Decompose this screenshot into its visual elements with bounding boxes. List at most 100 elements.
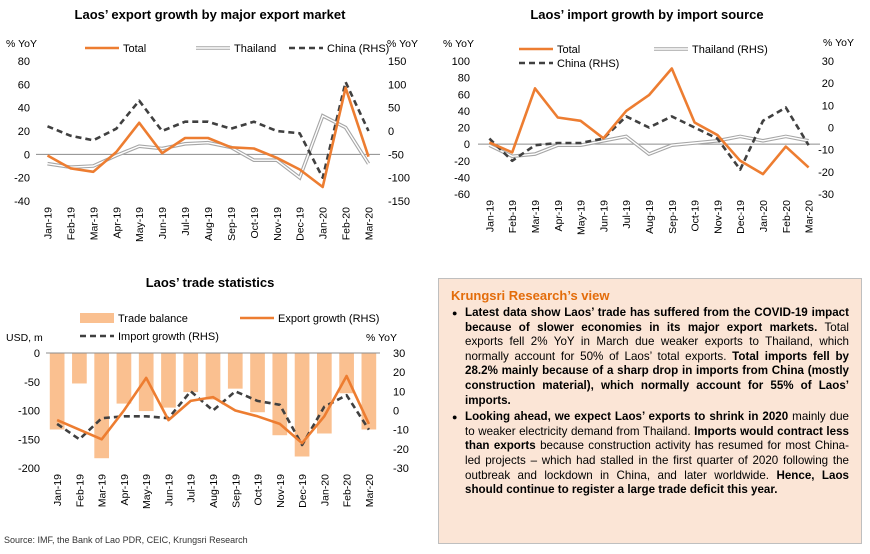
- y2-tick-label: -100: [388, 173, 410, 185]
- chart-title: Laos’ import growth by import source: [530, 7, 763, 22]
- y2-tick-label: 100: [388, 79, 406, 91]
- legend-label: Trade balance: [118, 313, 188, 325]
- x-tick-label: Jan-19: [42, 207, 54, 239]
- y2-axis-label: % YoY: [823, 37, 854, 49]
- x-tick-label: Aug-19: [208, 474, 220, 508]
- trade-balance-bar: [250, 353, 265, 413]
- x-tick-label: Feb-20: [781, 200, 793, 233]
- x-tick-label: Jan-20: [319, 474, 331, 506]
- x-tick-label: Nov-19: [275, 474, 287, 508]
- y2-tick-label: 0: [828, 123, 834, 135]
- y-tick-label: 60: [458, 89, 470, 101]
- y2-tick-label: -30: [393, 463, 409, 475]
- view-box-bullets: Latest data show Laos’ trade has suffere…: [451, 306, 849, 498]
- y-tick-label: -50: [24, 377, 40, 389]
- trade-balance-bar: [272, 353, 288, 436]
- x-tick-label: Sep-19: [226, 207, 238, 241]
- x-tick-label: Jun-19: [157, 207, 169, 239]
- y2-tick-label: 20: [822, 78, 834, 90]
- y2-tick-label: -30: [818, 189, 834, 201]
- view-bullet-text: Total exports fell 2% YoY in March due w…: [465, 320, 849, 363]
- x-tick-label: Nov-19: [272, 207, 284, 241]
- y-axis-label: % YoY: [443, 38, 474, 50]
- y-tick-label: -100: [18, 406, 40, 418]
- trade-balance-bar: [227, 353, 243, 389]
- x-tick-label: Jul-19: [180, 207, 192, 236]
- y2-tick-label: 10: [393, 386, 405, 398]
- y-axis-label: USD, m: [6, 332, 43, 344]
- y2-tick-label: -150: [388, 196, 410, 208]
- y2-tick-label: 0: [393, 406, 399, 418]
- series-line-china: [488, 106, 810, 171]
- x-tick-label: Apr-19: [553, 200, 565, 232]
- y2-tick-label: 150: [388, 56, 406, 68]
- view-bullet-text: because construction activity has resume…: [465, 439, 849, 482]
- trade-balance-bar: [361, 353, 377, 430]
- x-tick-label: Sep-19: [667, 200, 679, 234]
- trade-balance-bar: [72, 353, 87, 384]
- series-line-total: [488, 67, 810, 176]
- view-bullet: Looking ahead, we expect Laos’ exports t…: [452, 410, 849, 498]
- trade-balance-bar: [183, 353, 199, 393]
- legend-label: Total: [123, 43, 146, 55]
- y-tick-label: 80: [18, 56, 30, 68]
- x-tick-label: Jan-19: [484, 200, 496, 232]
- y2-tick-label: -10: [818, 145, 834, 157]
- legend-label: Import growth (RHS): [118, 331, 219, 343]
- source-note: Source: IMF, the Bank of Lao PDR, CEIC, …: [4, 535, 248, 545]
- trade-balance-bar: [94, 353, 110, 459]
- x-tick-label: Jun-19: [163, 474, 175, 506]
- x-tick-label: Mar-20: [364, 207, 376, 240]
- y-tick-label: -200: [18, 463, 40, 475]
- series-line-total: [56, 374, 371, 445]
- y-tick-label: -40: [454, 172, 470, 184]
- trade-balance-bar: [49, 353, 65, 430]
- chart-title: Laos’ export growth by major export mark…: [75, 7, 347, 22]
- x-tick-label: Feb-19: [65, 207, 77, 240]
- y2-tick-label: -50: [388, 149, 404, 161]
- x-tick-label: Mar-20: [364, 474, 376, 507]
- view-bullet-text: Looking ahead, we expect Laos’ exports t…: [465, 410, 789, 424]
- trade-balance-bar: [161, 353, 176, 408]
- x-tick-label: May-19: [134, 207, 146, 242]
- legend-label: Total: [557, 44, 580, 56]
- legend-label: Export growth (RHS): [278, 313, 379, 325]
- y-tick-label: -150: [18, 434, 40, 446]
- legend-label: Thailand (RHS): [692, 44, 768, 56]
- x-tick-label: Feb-19: [74, 474, 86, 507]
- y2-axis-label: % YoY: [387, 38, 418, 50]
- y-tick-label: 0: [24, 149, 30, 161]
- trade-balance-bar: [294, 353, 310, 457]
- legend-swatch: [80, 313, 114, 323]
- x-tick-label: Oct-19: [253, 474, 265, 506]
- x-tick-label: Mar-19: [530, 200, 542, 233]
- view-bullet-text: Imports would contract less than exports: [465, 424, 849, 453]
- legend-label: China (RHS): [557, 58, 619, 70]
- trade-balance-bar: [116, 353, 132, 404]
- x-tick-label: May-19: [141, 474, 153, 509]
- y2-tick-label: 30: [393, 348, 405, 360]
- x-tick-label: Mar-19: [97, 474, 109, 507]
- legend-label: China (RHS): [327, 43, 389, 55]
- x-tick-label: Jun-19: [598, 200, 610, 232]
- chart-title: Laos’ trade statistics: [146, 275, 275, 290]
- x-tick-label: Dec-19: [297, 474, 309, 508]
- y2-tick-label: -10: [393, 425, 409, 437]
- x-tick-label: Aug-19: [644, 200, 656, 234]
- view-bullet: Latest data show Laos’ trade has suffere…: [452, 306, 849, 408]
- x-tick-label: Mar-19: [88, 207, 100, 240]
- y-tick-label: 40: [458, 106, 470, 118]
- x-tick-label: Apr-19: [111, 207, 123, 239]
- y-tick-label: 60: [18, 79, 30, 91]
- y2-axis-label: % YoY: [366, 332, 397, 344]
- view-bullet-text: mainly due to weaker electricity demand …: [465, 410, 849, 438]
- y2-tick-label: 50: [388, 103, 400, 115]
- x-tick-label: Mar-20: [804, 200, 816, 233]
- y2-tick-label: 30: [822, 56, 834, 68]
- legend-label: Thailand: [234, 43, 276, 55]
- series-line-china: [56, 390, 370, 447]
- y-tick-label: -40: [14, 196, 30, 208]
- y-tick-label: 0: [34, 348, 40, 360]
- x-tick-label: Oct-19: [690, 200, 702, 232]
